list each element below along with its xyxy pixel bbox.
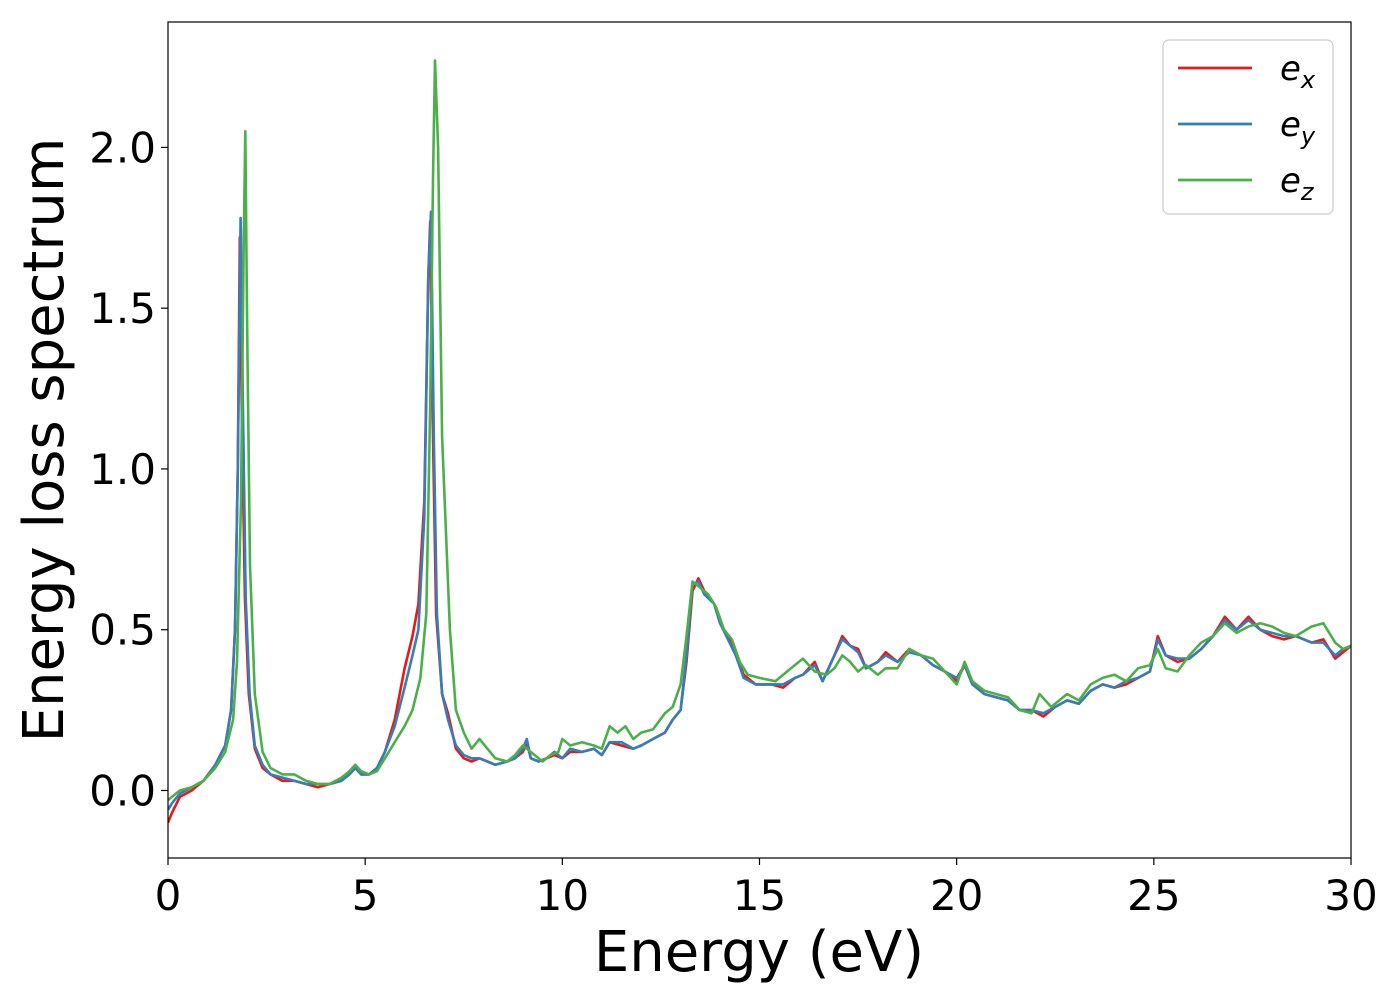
y-tick-label: 0.5 xyxy=(89,606,156,655)
x-tick-label: 25 xyxy=(1127,871,1180,920)
y-axis-ticks: 0.0 0.5 1.0 1.5 2.0 xyxy=(89,123,168,815)
x-tick-label: 20 xyxy=(930,871,983,920)
legend-label-ex: ex xyxy=(1280,49,1316,94)
y-tick-label: 2.0 xyxy=(89,123,156,172)
legend-box xyxy=(1162,39,1334,215)
x-axis-title: Energy (eV) xyxy=(594,920,924,985)
y-tick-label: 0.0 xyxy=(89,766,156,815)
x-tick-label: 0 xyxy=(155,871,182,920)
y-tick-label: 1.0 xyxy=(89,445,156,494)
series-line-ey xyxy=(168,210,1351,811)
x-tick-label: 5 xyxy=(352,871,379,920)
x-tick-label: 15 xyxy=(733,871,786,920)
x-tick-label: 10 xyxy=(536,871,589,920)
y-tick-label: 1.5 xyxy=(89,284,156,333)
legend-label-ey: ey xyxy=(1280,105,1316,150)
series-line-ez xyxy=(168,59,1351,802)
x-tick-label: 30 xyxy=(1324,871,1377,920)
y-axis-title: Energy loss spectrum xyxy=(12,138,77,743)
x-axis-ticks: 0 5 10 15 20 25 30 xyxy=(155,858,1378,920)
series-layer xyxy=(168,59,1351,824)
